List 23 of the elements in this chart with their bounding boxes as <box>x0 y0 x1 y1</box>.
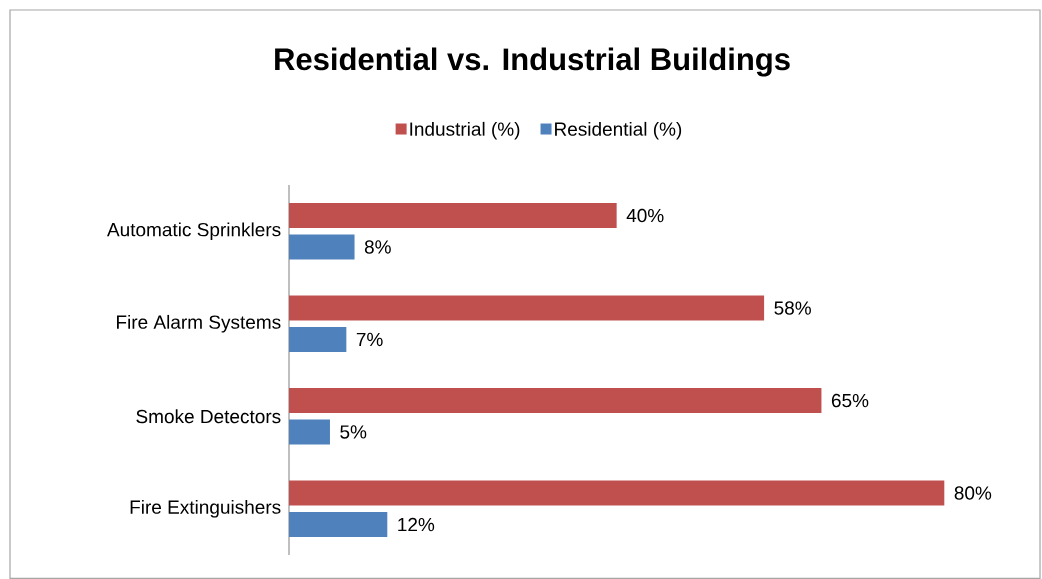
chart-title: Residential vs. Industrial Buildings <box>275 47 790 77</box>
y-tick-label: Fire Extinguishers <box>130 499 281 518</box>
data-label: 40% <box>626 208 664 223</box>
data-label: 80% <box>954 486 992 500</box>
bar <box>289 480 945 506</box>
y-tick-label: Automatic Sprinklers <box>107 222 281 241</box>
data-label: 65% <box>831 393 869 408</box>
data-label: 8% <box>364 240 391 254</box>
bar <box>289 327 347 352</box>
y-tick-label: Fire Alarm Systems <box>117 314 281 333</box>
legend-label: Residential (%) <box>555 121 682 140</box>
data-label: 58% <box>774 301 811 315</box>
data-label: 12% <box>398 517 435 532</box>
legend-label: Industrial (%) <box>410 121 520 140</box>
bar <box>289 512 388 537</box>
bar <box>289 388 822 414</box>
y-tick-label: Smoke Detectors <box>136 409 281 424</box>
bar <box>289 419 330 445</box>
bar <box>289 203 617 229</box>
data-label: 7% <box>356 332 383 347</box>
bar <box>289 295 765 321</box>
data-label: 5% <box>340 425 367 439</box>
bar <box>289 234 355 260</box>
